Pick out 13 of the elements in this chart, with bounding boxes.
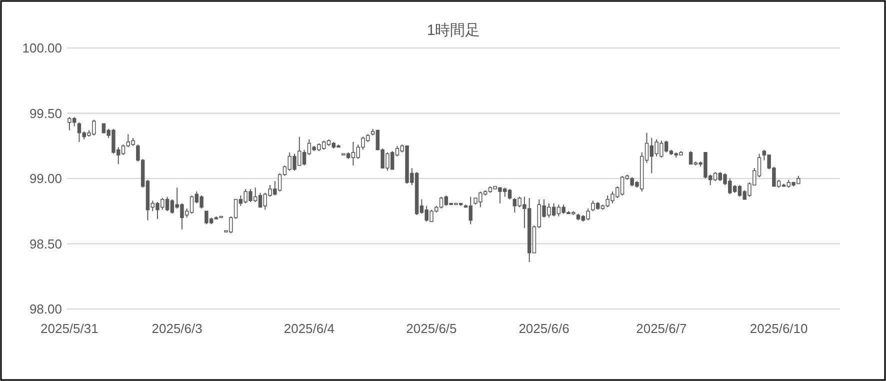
y-tick-label: 99.00: [29, 171, 62, 186]
x-tick-label: 2025/6/7: [636, 321, 687, 336]
x-tick-label: 2025/6/6: [518, 321, 570, 336]
x-tick-label: 2025/5/31: [40, 321, 98, 336]
y-tick-label: 98.50: [29, 236, 62, 252]
y-tick-label: 100.00: [22, 40, 62, 56]
x-tick-label: 2025/6/3: [152, 321, 202, 336]
y-tick-label: 98.00: [29, 302, 62, 316]
x-tick-label: 2025/6/5: [406, 321, 457, 336]
y-tick-label: 99.50: [29, 106, 62, 121]
x-tick-label: 2025/6/10: [750, 321, 808, 336]
chart-title: 1時間足: [426, 22, 480, 39]
x-tick-label: 2025/6/4: [284, 321, 334, 336]
